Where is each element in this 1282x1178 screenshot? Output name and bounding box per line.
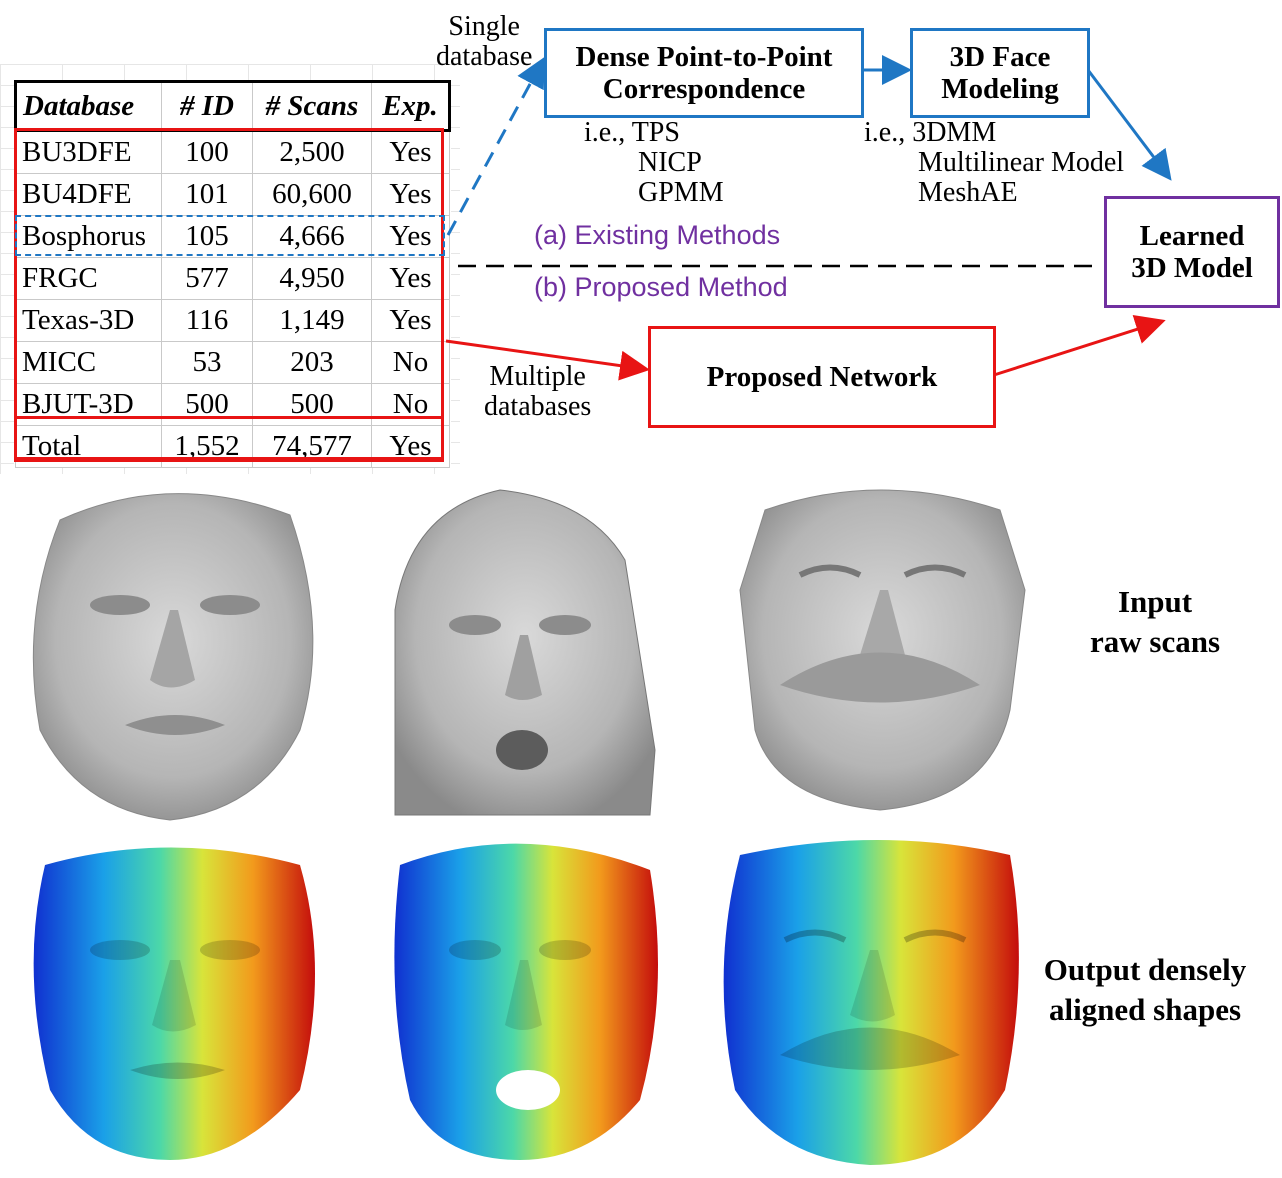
diagram-connectors (445, 55, 1172, 381)
modeling-examples: i.e., 3DMM Multilinear Model MeshAE (864, 118, 1124, 208)
correspondence-examples: i.e., TPS NICP GPMM (584, 118, 724, 208)
multi-db-line1: Multiple (489, 361, 586, 392)
output-aligned-shapes-label: Output densely aligned shapes (1025, 950, 1265, 1030)
cell-id: 100 (161, 130, 253, 174)
table-header-row: Database # ID # Scans Exp. (14, 80, 451, 132)
input-scan-2 (394, 489, 656, 816)
total-frame (14, 416, 444, 462)
learned-line2: 3D Model (1131, 252, 1253, 284)
multi-db-label: Multiple databases (484, 362, 591, 422)
proposed-network-label: Proposed Network (706, 361, 938, 393)
example-gpmm: GPMM (638, 177, 724, 208)
learned-line1: Learned (1139, 220, 1245, 252)
cell-id: 105 (161, 215, 253, 258)
multi-db-arrow (445, 339, 650, 381)
cell-scans: 60,600 (252, 173, 372, 216)
correspondence-line2: Correspondence (602, 73, 806, 105)
cell-id: 116 (161, 299, 253, 342)
input-scan-1 (32, 493, 314, 821)
table-row: Texas-3D 116 1,149 Yes (15, 299, 450, 342)
cell-id: 101 (161, 173, 253, 216)
multi-db-frame (14, 128, 444, 460)
learned-model-box: Learned 3D Model (1104, 196, 1280, 308)
proposed-method-label: (b) Proposed Method (534, 272, 788, 302)
example-meshae: MeshAE (918, 177, 1018, 208)
table-row: FRGC 577 4,950 Yes (15, 257, 450, 300)
proposed-network-box: Proposed Network (648, 326, 996, 428)
example-tps: i.e., TPS (584, 117, 680, 148)
face-renderings (32, 489, 1026, 1165)
example-multilinear: Multilinear Model (918, 147, 1125, 178)
database-table: Database # ID # Scans Exp. BU3DFE 100 2,50… (14, 80, 451, 468)
output-label-line1: Output densely (1043, 952, 1247, 987)
cell-database: MICC (15, 341, 162, 384)
cell-exp: Yes (371, 257, 450, 300)
output-shape-3 (723, 840, 1019, 1165)
cell-database: FRGC (15, 257, 162, 300)
input-raw-scans-label: Input raw scans (1070, 582, 1240, 662)
network-to-learned-arrow (993, 315, 1166, 377)
cell-scans: 74,577 (252, 425, 372, 468)
cell-exp: Yes (371, 215, 450, 258)
header-database: Database (14, 80, 162, 132)
correspondence-line1: Dense Point-to-Point (575, 41, 833, 73)
table-row: BU3DFE 100 2,500 Yes (15, 130, 450, 174)
table-row: BU4DFE 101 60,600 Yes (15, 173, 450, 216)
example-3dmm: i.e., 3DMM (864, 117, 997, 148)
single-db-label: Single database (436, 12, 532, 72)
cell-exp: Yes (371, 130, 450, 174)
single-db-arrow (446, 56, 545, 236)
output-label-line2: aligned shapes (1048, 992, 1242, 1027)
modeling-to-learned-arrow (1086, 69, 1172, 181)
input-label-line2: raw scans (1089, 624, 1221, 659)
modeling-line1: 3D Face (949, 41, 1051, 73)
multi-db-line2: databases (484, 391, 592, 422)
cell-database: Texas-3D (15, 299, 162, 342)
output-shape-1 (33, 847, 316, 1160)
single-db-line1: Single (448, 11, 520, 42)
output-shape-2 (394, 843, 658, 1160)
single-db-line2: database (436, 41, 533, 72)
correspondence-box: Dense Point-to-Point Correspondence (544, 28, 864, 118)
example-nicp: NICP (638, 147, 702, 178)
existing-methods-label: (a) Existing Methods (534, 220, 781, 250)
modeling-line2: Modeling (941, 73, 1059, 105)
input-label-line1: Input (1117, 584, 1193, 619)
input-scan-3 (739, 489, 1026, 811)
cell-database: BU3DFE (15, 130, 162, 174)
modeling-box: 3D Face Modeling (910, 28, 1090, 118)
single-db-frame (15, 215, 445, 256)
cell-database: BU4DFE (15, 173, 162, 216)
